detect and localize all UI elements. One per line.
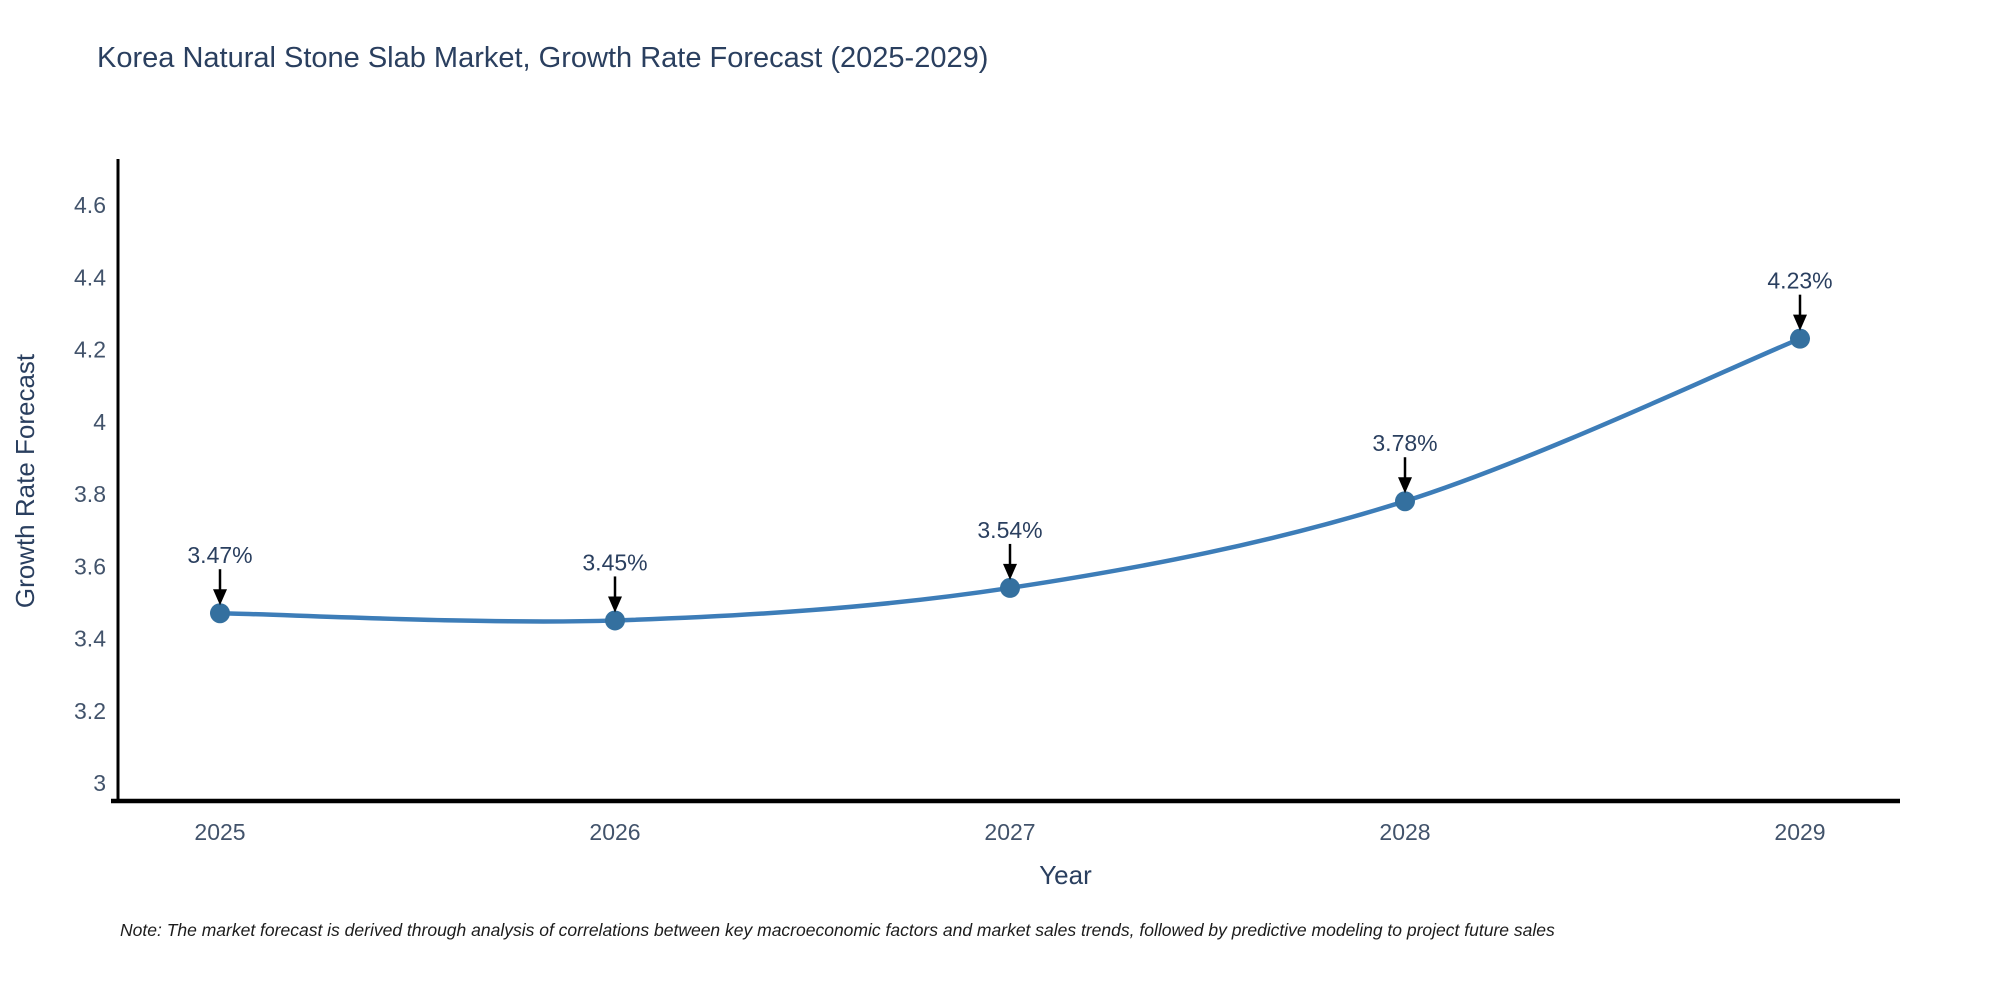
data-point-label: 4.23% xyxy=(1767,268,1832,294)
data-point-marker xyxy=(1395,491,1415,512)
data-point-label: 3.47% xyxy=(187,542,252,568)
y-tick-label: 3.8 xyxy=(74,481,106,507)
y-tick-label: 4.4 xyxy=(74,264,106,290)
y-tick-label: 3.6 xyxy=(74,553,106,579)
y-axis-title: Growth Rate Forecast xyxy=(10,353,40,608)
y-tick-label: 4.2 xyxy=(74,337,106,363)
data-point-label: 3.78% xyxy=(1372,430,1437,456)
y-tick-label: 3 xyxy=(93,770,106,796)
annotation-arrowhead xyxy=(608,596,622,613)
data-point-marker xyxy=(1790,328,1810,349)
x-tick-label: 2027 xyxy=(984,819,1035,845)
data-point-marker xyxy=(1000,577,1020,598)
x-axis-title: Year xyxy=(1039,860,1092,890)
data-point-marker xyxy=(210,603,230,624)
chart-footnote: Note: The market forecast is derived thr… xyxy=(120,920,1555,940)
y-tick-label: 3.2 xyxy=(74,698,106,724)
data-point-marker xyxy=(605,610,625,631)
y-tick-label: 4.6 xyxy=(74,192,106,218)
annotation-arrowhead xyxy=(1398,477,1412,494)
x-tick-label: 2028 xyxy=(1379,819,1430,845)
x-tick-label: 2026 xyxy=(589,819,640,845)
data-point-label: 3.45% xyxy=(582,549,647,575)
data-point-label: 3.54% xyxy=(977,517,1042,543)
y-tick-label: 3.4 xyxy=(74,626,106,652)
annotation-arrowhead xyxy=(213,589,227,606)
x-tick-label: 2025 xyxy=(194,819,245,845)
y-tick-label: 4 xyxy=(93,409,106,435)
annotation-arrowhead xyxy=(1003,563,1017,580)
annotation-arrowhead xyxy=(1793,314,1807,331)
x-tick-label: 2029 xyxy=(1774,819,1825,845)
chart-title: Korea Natural Stone Slab Market, Growth … xyxy=(97,42,989,74)
